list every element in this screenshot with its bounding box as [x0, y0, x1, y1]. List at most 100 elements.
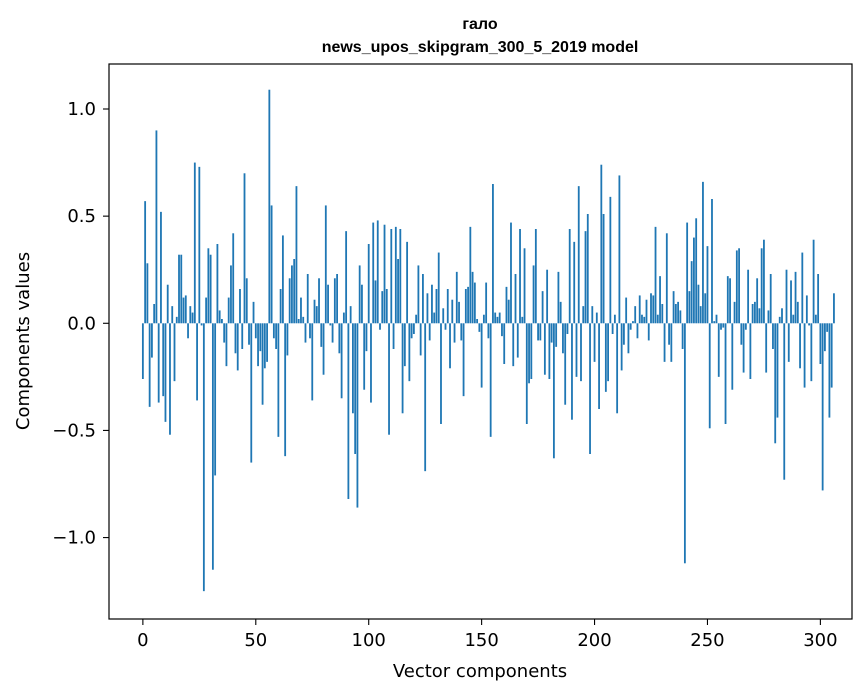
bar	[419, 323, 422, 356]
bar	[510, 222, 512, 324]
bar	[758, 308, 761, 324]
bar	[514, 274, 517, 324]
bar	[593, 323, 596, 362]
bar	[634, 306, 637, 324]
bar	[248, 323, 250, 345]
bar	[440, 323, 442, 424]
bar	[178, 254, 180, 324]
bar	[198, 166, 201, 324]
bar	[826, 323, 829, 332]
bar	[776, 323, 779, 418]
bar	[464, 289, 467, 324]
bar	[254, 323, 257, 339]
bar	[214, 323, 217, 476]
bar	[575, 323, 578, 377]
bar	[824, 323, 826, 352]
y-axis-ticks: −1.0 −0.5 0.0 0.5 1.0	[52, 99, 109, 549]
bar	[259, 323, 262, 352]
bar	[340, 323, 343, 399]
bar	[650, 293, 652, 324]
bar	[796, 301, 799, 324]
bar	[390, 229, 393, 324]
bar	[352, 323, 354, 414]
bar	[555, 323, 558, 347]
bar	[751, 304, 754, 324]
bar	[623, 323, 625, 345]
bar	[333, 278, 336, 324]
bar	[819, 323, 822, 364]
bar	[196, 323, 198, 401]
bar	[760, 248, 763, 324]
x-axis-ticks: 0 50 100 150 200 250 300	[137, 619, 838, 651]
bar	[164, 323, 167, 422]
bar	[738, 248, 740, 324]
bar	[785, 269, 788, 324]
bar	[756, 278, 759, 324]
bar	[512, 323, 515, 367]
bar	[288, 278, 291, 324]
bar	[189, 306, 192, 324]
bar	[205, 297, 208, 324]
bar	[577, 186, 580, 324]
bar	[740, 323, 743, 345]
bar	[315, 306, 318, 324]
bar	[460, 323, 463, 341]
bar	[772, 323, 774, 349]
bar	[284, 323, 287, 457]
bar	[263, 323, 266, 369]
bar	[724, 323, 727, 424]
bar	[616, 323, 619, 414]
bar	[643, 316, 646, 324]
bar	[629, 323, 632, 330]
bar	[595, 312, 598, 324]
bar	[173, 323, 176, 382]
bar	[480, 323, 483, 388]
plot-frame	[108, 63, 853, 620]
bar	[787, 323, 790, 362]
bar	[794, 271, 797, 324]
bar	[223, 323, 226, 343]
bar	[207, 248, 210, 324]
bar	[550, 323, 553, 343]
bar	[406, 241, 409, 324]
bar	[665, 233, 668, 324]
bar	[141, 323, 144, 379]
bar	[525, 323, 528, 424]
bar	[543, 323, 546, 375]
bar	[810, 323, 813, 382]
bar	[733, 301, 736, 324]
bar	[656, 314, 659, 324]
bar	[175, 316, 178, 324]
bar	[166, 284, 169, 324]
bar	[311, 323, 314, 401]
bar	[589, 323, 591, 454]
bar	[469, 226, 472, 324]
bar	[318, 278, 320, 324]
bar	[828, 323, 831, 418]
bar	[153, 304, 156, 324]
bar	[625, 297, 628, 324]
y-tick-label: 1.0	[67, 99, 96, 120]
bar	[193, 162, 196, 324]
bar	[309, 323, 311, 339]
x-tick-label: 150	[464, 630, 498, 651]
bar	[566, 323, 569, 334]
bar	[225, 323, 228, 367]
bar	[239, 289, 241, 324]
bar	[695, 218, 698, 324]
bar	[216, 244, 219, 324]
bar	[257, 323, 259, 367]
bar	[609, 196, 612, 324]
bar	[720, 323, 722, 330]
bar	[731, 323, 734, 390]
bar	[342, 312, 345, 324]
bar	[329, 323, 332, 326]
bar	[647, 323, 650, 341]
bar	[668, 323, 670, 345]
bar	[749, 323, 752, 379]
bar	[151, 323, 153, 358]
bar	[266, 323, 268, 362]
bar	[638, 295, 641, 324]
bar	[234, 323, 237, 354]
bar	[532, 265, 535, 324]
